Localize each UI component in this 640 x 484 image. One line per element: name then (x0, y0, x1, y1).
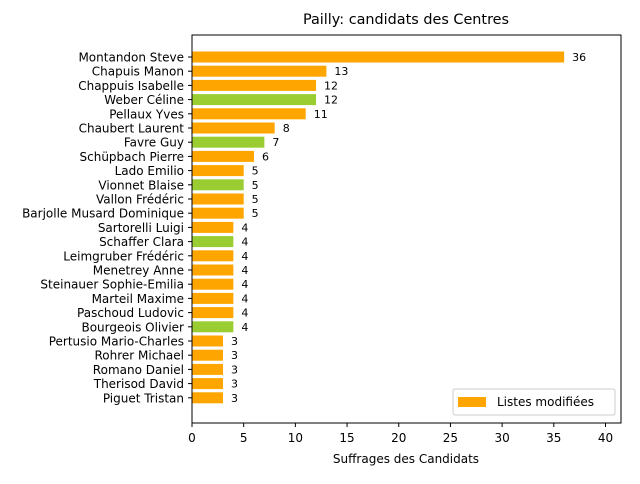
bar-value-label: 5 (252, 165, 259, 178)
y-tick-label: Leimgruber Frédéric (63, 249, 184, 263)
y-tick-label: Schüpbach Pierre (80, 150, 185, 164)
chart-title: Pailly: candidats des Centres (303, 12, 509, 28)
y-tick-label: Marteil Maxime (92, 292, 184, 306)
bar (192, 165, 244, 177)
y-tick-label: Chapuis Manon (92, 65, 184, 79)
y-tick-label: Paschoud Ludovic (77, 306, 184, 320)
bar (192, 150, 255, 162)
bar (192, 363, 224, 375)
y-tick-label: Therisod David (93, 377, 184, 391)
bar (192, 392, 224, 404)
bar (192, 250, 234, 262)
y-tick-label: Montandon Steve (78, 51, 184, 65)
bar-value-label: 3 (231, 349, 238, 362)
y-tick-label: Steinauer Sophie-Emilia (40, 278, 184, 292)
bar (192, 193, 244, 205)
bar-value-label: 12 (324, 94, 338, 107)
y-tick-label: Chaubert Laurent (79, 122, 185, 136)
y-tick-label: Chappuis Isabelle (78, 79, 184, 93)
bar (192, 264, 234, 276)
y-tick-label: Pellaux Yves (109, 107, 184, 121)
bar (192, 79, 317, 91)
x-tick-label: 5 (240, 431, 248, 445)
y-tick-label: Schaffer Clara (99, 235, 184, 249)
y-tick-label: Favre Guy (124, 136, 184, 150)
bar (192, 94, 317, 106)
y-tick-label: Vallon Frédéric (96, 193, 184, 207)
y-tick-label: Rohrer Michael (94, 349, 184, 363)
x-tick-label: 10 (288, 431, 303, 445)
bar-value-label: 4 (241, 236, 248, 249)
y-tick-label: Bourgeois Olivier (81, 320, 184, 334)
y-tick-label: Lado Emilio (115, 164, 184, 178)
bar-value-label: 6 (262, 150, 269, 163)
y-tick-label: Piguet Tristan (103, 391, 184, 405)
bar (192, 221, 234, 233)
legend-swatch (458, 397, 486, 407)
x-tick-label: 15 (339, 431, 354, 445)
legend: Listes modifiées (452, 388, 616, 416)
bar-value-label: 3 (231, 392, 238, 405)
bar (192, 349, 224, 361)
bar-value-label: 4 (241, 264, 248, 277)
bar (192, 108, 306, 120)
y-tick-label: Sartorelli Luigi (98, 221, 184, 235)
bar-value-label: 3 (231, 378, 238, 391)
bar (192, 335, 224, 347)
bar-value-label: 36 (572, 51, 586, 64)
bar-value-label: 11 (314, 108, 328, 121)
bar-value-label: 4 (241, 278, 248, 291)
bar (192, 307, 234, 319)
x-tick-label: 30 (494, 431, 509, 445)
x-tick-label: 0 (188, 431, 196, 445)
bar-value-label: 12 (324, 79, 338, 92)
legend-box (452, 388, 616, 416)
bar-value-label: 3 (231, 363, 238, 376)
x-tick-label: 25 (443, 431, 458, 445)
bar-value-label: 5 (252, 179, 259, 192)
y-tick-label: Romano Daniel (93, 363, 184, 377)
plot-frame (191, 34, 622, 424)
bar (192, 236, 234, 248)
bar (192, 378, 224, 390)
bar-value-label: 5 (252, 193, 259, 206)
x-axis-label: Suffrages des Candidats (333, 452, 479, 466)
bar-value-label: 4 (241, 307, 248, 320)
y-tick-label: Barjolle Musard Dominique (22, 207, 184, 221)
bar-value-label: 4 (241, 250, 248, 263)
bar-value-label: 4 (241, 292, 248, 305)
bar-value-label: 4 (241, 321, 248, 334)
x-tick-label: 20 (391, 431, 406, 445)
bar-value-label: 8 (283, 122, 290, 135)
y-tick-label: Vionnet Blaise (98, 178, 184, 192)
bar (192, 122, 275, 134)
bar-value-label: 4 (241, 221, 248, 234)
bars-group (192, 51, 565, 404)
x-tick-label: 40 (598, 431, 613, 445)
bar (192, 278, 234, 290)
bar (192, 51, 565, 63)
bar (192, 179, 244, 191)
bar (192, 292, 234, 304)
bar (192, 136, 265, 148)
x-tick-label: 35 (546, 431, 561, 445)
bar-value-label: 13 (334, 65, 348, 78)
bar-value-label: 5 (252, 207, 259, 220)
bar (192, 207, 244, 219)
y-tick-label: Weber Céline (104, 93, 184, 107)
bar-value-label: 3 (231, 335, 238, 348)
bar (192, 321, 234, 333)
y-tick-label: Menetrey Anne (93, 264, 184, 278)
y-tick-label: Pertusio Mario-Charles (49, 335, 184, 349)
bar (192, 65, 327, 77)
bar-value-label: 7 (272, 136, 279, 149)
legend-label: Listes modifiées (497, 395, 594, 409)
x-axis-ticks: 0 5 10 15 20 25 30 35 40 (188, 423, 613, 445)
